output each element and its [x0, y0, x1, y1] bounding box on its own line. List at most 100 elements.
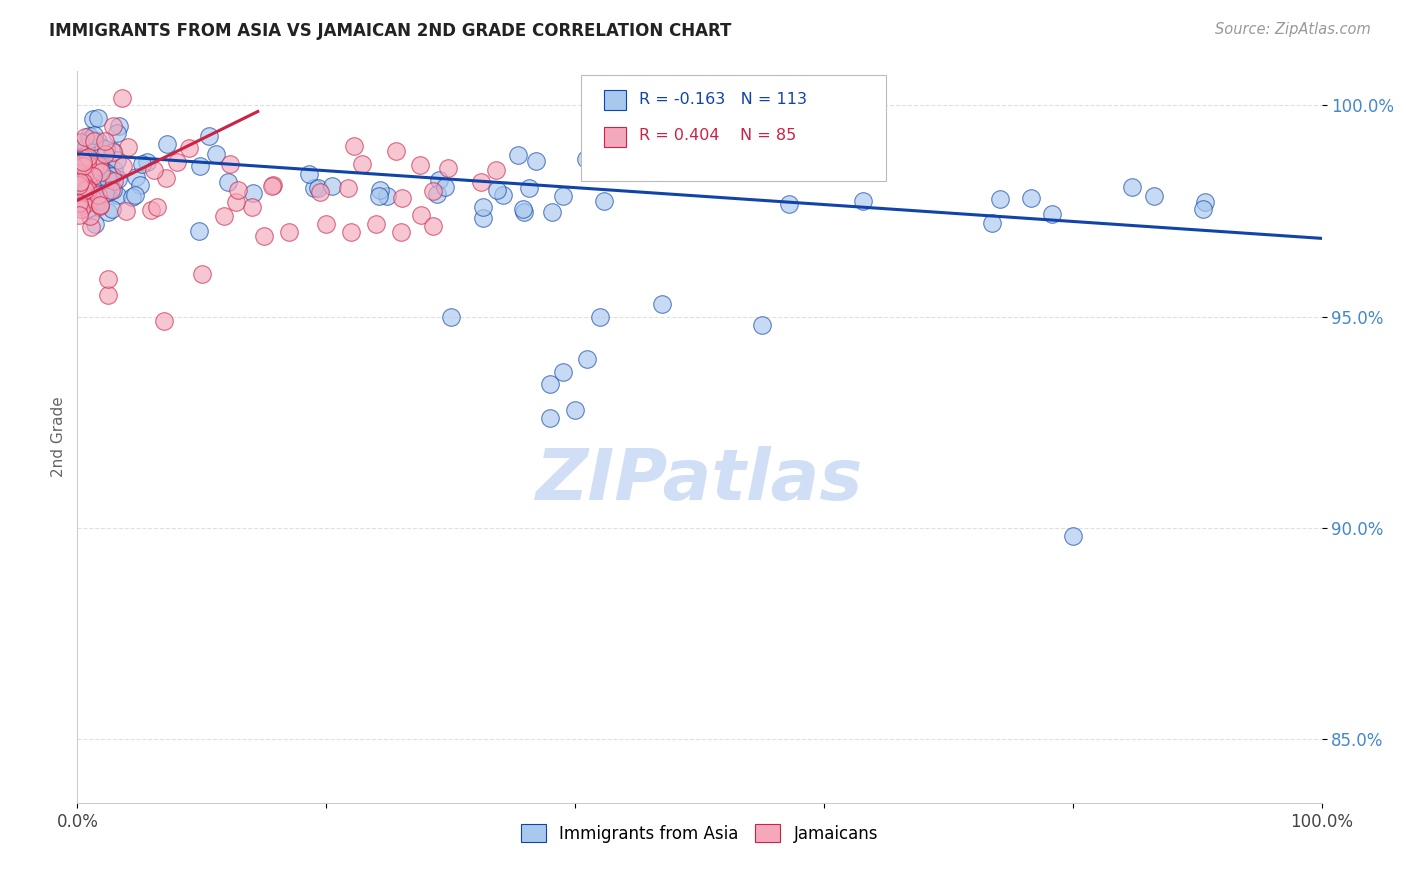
Point	[131, 157, 153, 171]
Point	[76, 170, 98, 185]
Point	[83, 134, 105, 148]
Point	[472, 211, 495, 226]
Point	[262, 178, 284, 192]
Point	[89, 159, 111, 173]
Point	[77, 159, 100, 173]
Point	[391, 191, 413, 205]
Point	[385, 145, 408, 159]
Point	[852, 194, 875, 208]
Point	[80, 220, 103, 235]
Point	[526, 153, 548, 168]
Point	[70, 151, 93, 165]
Point	[117, 139, 139, 153]
Point	[83, 128, 105, 142]
Point	[69, 150, 91, 164]
Point	[1142, 189, 1164, 203]
Point	[105, 188, 128, 202]
Point	[302, 180, 325, 194]
Point	[437, 161, 460, 175]
Text: ZIPatlas: ZIPatlas	[536, 447, 863, 516]
Point	[72, 183, 94, 197]
Point	[411, 209, 433, 223]
Point	[100, 169, 122, 184]
Point	[94, 142, 117, 156]
Point	[76, 181, 98, 195]
Point	[593, 150, 616, 164]
Point	[72, 170, 94, 185]
Point	[434, 180, 457, 194]
Legend: Immigrants from Asia, Jamaicans: Immigrants from Asia, Jamaicans	[515, 818, 884, 849]
Point	[307, 181, 329, 195]
Point	[84, 217, 107, 231]
Point	[96, 166, 118, 180]
Point	[377, 189, 399, 203]
Point	[72, 148, 94, 162]
Point	[90, 140, 112, 154]
Text: R = -0.163   N = 113: R = -0.163 N = 113	[638, 92, 807, 107]
Point	[589, 310, 612, 324]
Point	[83, 184, 105, 198]
Point	[83, 178, 105, 192]
Point	[988, 192, 1011, 206]
Point	[67, 136, 90, 151]
Point	[143, 162, 166, 177]
Point	[94, 147, 117, 161]
Point	[84, 193, 107, 207]
Point	[86, 187, 108, 202]
Point	[336, 180, 359, 194]
Point	[77, 168, 100, 182]
Point	[72, 159, 94, 173]
Point	[111, 91, 134, 105]
Point	[73, 169, 96, 184]
Point	[90, 165, 112, 179]
Point	[1019, 191, 1042, 205]
Point	[422, 219, 444, 233]
Point	[82, 169, 104, 183]
Point	[94, 186, 117, 200]
Point	[124, 188, 146, 202]
Point	[69, 161, 91, 176]
Point	[541, 204, 564, 219]
Point	[240, 200, 263, 214]
Point	[129, 178, 152, 193]
Point	[198, 129, 221, 144]
Point	[79, 171, 101, 186]
Point	[778, 197, 800, 211]
Point	[107, 126, 129, 140]
Point	[103, 174, 125, 188]
Point	[101, 202, 124, 216]
Point	[553, 189, 575, 203]
Point	[79, 129, 101, 144]
Point	[513, 204, 536, 219]
Point	[1121, 180, 1143, 194]
Point	[75, 183, 97, 197]
Point	[79, 132, 101, 146]
Point	[76, 183, 98, 197]
Point	[751, 318, 773, 332]
Point	[517, 181, 540, 195]
Point	[87, 161, 110, 176]
Point	[340, 225, 363, 239]
Bar	[603, 127, 626, 146]
Point	[115, 204, 138, 219]
Point	[651, 297, 673, 311]
Point	[575, 152, 598, 166]
Point	[191, 268, 214, 282]
Point	[298, 167, 321, 181]
Point	[75, 184, 97, 198]
Text: IMMIGRANTS FROM ASIA VS JAMAICAN 2ND GRADE CORRELATION CHART: IMMIGRANTS FROM ASIA VS JAMAICAN 2ND GRA…	[49, 22, 731, 40]
FancyBboxPatch shape	[581, 75, 886, 181]
Point	[75, 196, 97, 211]
Point	[368, 182, 391, 196]
Point	[538, 377, 561, 392]
Point	[77, 186, 100, 201]
Point	[125, 169, 148, 184]
Point	[67, 160, 90, 174]
Point	[217, 175, 239, 189]
Point	[103, 162, 125, 177]
Point	[70, 183, 93, 197]
Point	[70, 202, 93, 216]
Point	[91, 181, 114, 195]
Point	[427, 173, 450, 187]
Point	[551, 365, 574, 379]
